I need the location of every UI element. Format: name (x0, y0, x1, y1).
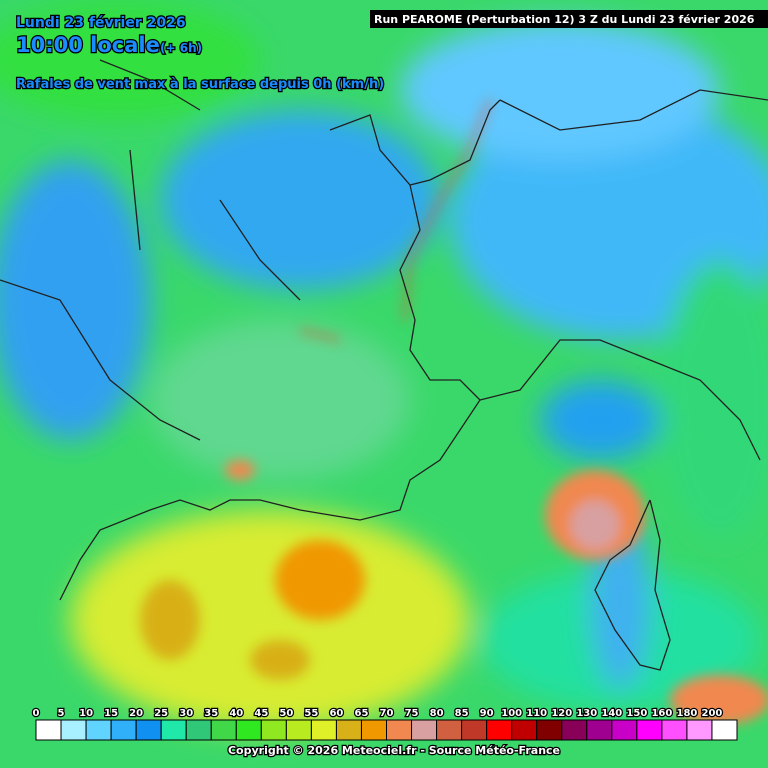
legend-swatch (436, 719, 463, 741)
legend-swatch (636, 719, 663, 741)
legend-swatch (185, 719, 212, 741)
legend-label: 20 (129, 708, 143, 719)
legend-swatch (35, 719, 62, 741)
valid-time: 10:00 locale (16, 33, 160, 57)
legend-swatch (160, 719, 187, 741)
run-banner (370, 10, 768, 28)
legend-swatch (586, 719, 613, 741)
legend-label: 180 (676, 708, 697, 719)
legend-swatch (611, 719, 638, 741)
legend-swatch (335, 719, 362, 741)
legend-swatch (511, 719, 538, 741)
legend-swatch (135, 719, 162, 741)
legend-label: 150 (626, 708, 647, 719)
legend-swatch (386, 719, 413, 741)
legend-label: 70 (380, 708, 394, 719)
legend-swatch (235, 719, 262, 741)
legend-label: 35 (204, 708, 218, 719)
lead-time: (+ 6h) (160, 41, 202, 55)
legend: 0 5 10 15 20 25 30 35 40 45 50 55 60 65 70 75 80 85 90 100 1… (31, 707, 738, 741)
legend-label: 130 (576, 708, 597, 719)
legend-label: 55 (304, 708, 318, 719)
legend-label: 5 (58, 708, 65, 719)
legend-swatch (686, 719, 713, 741)
legend-label: 0 (33, 708, 40, 719)
legend-label: 110 (526, 708, 547, 719)
legend-label: 25 (154, 708, 168, 719)
legend-swatch (360, 719, 388, 741)
legend-label: 100 (501, 708, 522, 719)
legend-label: 15 (104, 708, 118, 719)
legend-label: 10 (79, 708, 93, 719)
legend-swatch (461, 719, 488, 741)
legend-swatch (561, 719, 588, 741)
borders (0, 59, 768, 671)
legend-swatch (310, 719, 337, 741)
legend-swatch (486, 719, 513, 741)
legend-label: 60 (329, 708, 343, 719)
legend-swatch (260, 719, 287, 741)
legend-swatch (411, 719, 438, 741)
legend-label: 85 (455, 708, 469, 719)
legend-label: 200 (702, 708, 723, 719)
legend-label: 75 (405, 708, 419, 719)
legend-label: 140 (601, 708, 622, 719)
legend-swatch (536, 719, 563, 741)
copyright: Copyright © 2026 Meteociel.fr - Source M… (228, 744, 560, 757)
legend-swatch (285, 719, 312, 741)
date: Lundi 23 février 2026 (16, 15, 186, 31)
legend-label: 65 (355, 708, 369, 719)
legend-label: 160 (651, 708, 672, 719)
legend-swatch (85, 719, 112, 741)
legend-swatch (711, 719, 738, 741)
legend-swatch (661, 719, 688, 741)
legend-swatch (60, 719, 87, 741)
legend-label: 40 (229, 708, 243, 719)
legend-label: 80 (430, 708, 444, 719)
legend-label: 50 (279, 708, 293, 719)
legend-label: 45 (254, 708, 268, 719)
legend-label: 120 (551, 708, 572, 719)
legend-swatch (110, 719, 137, 741)
parameter: Rafales de vent max à la surface depuis … (16, 77, 384, 92)
legend-swatch (210, 719, 237, 741)
legend-label: 30 (179, 708, 193, 719)
run-info: Run PEAROME (Perturbation 12) 3 Z du Lun… (374, 13, 755, 26)
legend-label: 90 (480, 708, 494, 719)
